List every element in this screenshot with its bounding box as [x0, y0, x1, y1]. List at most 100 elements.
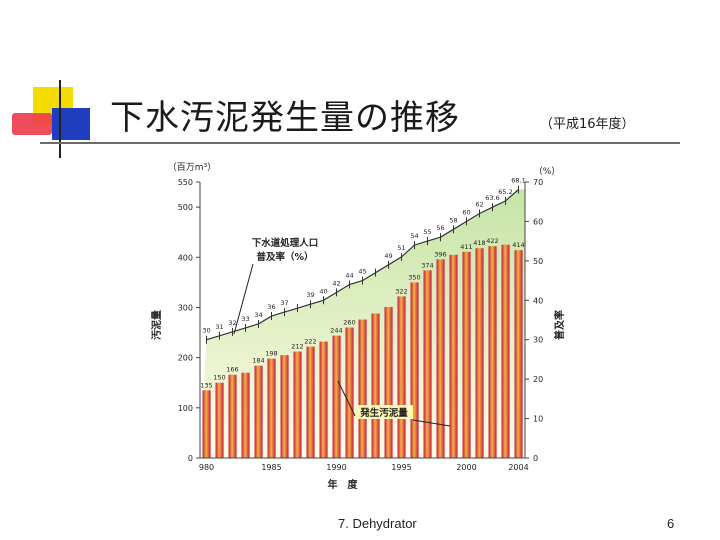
right-tick-label: 0 [533, 454, 538, 463]
bar-value-label: 396 [434, 250, 446, 258]
sludge-bar [280, 355, 289, 458]
bar-value-label: 422 [486, 237, 498, 245]
coverage-value-label: 42 [332, 279, 340, 287]
page-number: 6 [667, 516, 675, 531]
sludge-bar [436, 259, 445, 458]
right-tick-label: 40 [533, 296, 543, 305]
coverage-value-label: 56 [436, 224, 444, 232]
left-tick-label: 400 [178, 253, 193, 262]
coverage-value-label: 31 [215, 323, 223, 331]
sludge-bar [319, 341, 328, 458]
coverage-value-label: 39 [306, 291, 314, 299]
right-tick-label: 70 [533, 178, 543, 187]
right-unit-label: （%） [534, 166, 561, 177]
sludge-bar [254, 365, 263, 458]
slide-title: 下水汚泥発生量の推移 [110, 98, 460, 138]
left-tick-label: 200 [178, 354, 193, 363]
sludge-bar [397, 296, 406, 458]
x-tick-label: 1990 [326, 463, 346, 472]
x-axis-label: 年 度 [328, 478, 359, 491]
coverage-value-label: 44 [345, 272, 353, 280]
bar-value-label: 212 [291, 343, 303, 351]
left-axis-label: 汚泥量 [150, 310, 163, 340]
coverage-value-label: 62 [475, 201, 483, 209]
sludge-bar [475, 248, 484, 458]
sludge-bar [228, 374, 237, 458]
bar-value-label: 260 [343, 319, 355, 327]
right-tick-label: 20 [533, 375, 543, 384]
sludge-bar [215, 382, 224, 458]
sludge-bar [462, 251, 471, 458]
bar-value-label: 411 [460, 243, 472, 251]
coverage-value-label: 54 [410, 232, 418, 240]
left-tick-label: 0 [188, 454, 193, 463]
bar-value-label: 418 [473, 239, 485, 247]
annotation-coverage-leader [233, 263, 254, 335]
annotation-sludge-tail [412, 419, 451, 427]
bar-value-label: 150 [213, 374, 225, 382]
x-tick-label: 2004 [508, 463, 528, 472]
deco-red-square [12, 113, 52, 135]
coverage-value-label: 34 [254, 311, 262, 319]
coverage-value-label: 51 [397, 244, 405, 252]
left-tick-label: 100 [178, 404, 193, 413]
sludge-bar [241, 372, 250, 458]
left-tick-label: 500 [178, 203, 193, 212]
coverage-value-label: 65.2 [498, 188, 512, 196]
sludge-bar [358, 319, 367, 458]
left-tick-label: 550 [178, 178, 193, 187]
x-tick-label: 980 [199, 463, 214, 472]
left-unit-label: （百万m³） [168, 162, 216, 173]
sludge-bar [267, 358, 276, 458]
sludge-bar [384, 307, 393, 458]
coverage-value-label: 55 [423, 228, 431, 236]
coverage-value-label: 36 [267, 303, 275, 311]
annotation-coverage-line2: 普及率（%） [256, 251, 313, 263]
bar-value-label: 166 [226, 366, 238, 374]
bar-value-label: 244 [330, 327, 342, 335]
coverage-value-label: 32 [228, 319, 236, 327]
bar-value-label: 184 [252, 357, 264, 365]
sludge-bar [423, 270, 432, 458]
left-tick-label: 300 [178, 303, 193, 312]
footer-label: 7. Dehydrator [338, 516, 417, 531]
bar-value-label: 135 [200, 381, 212, 389]
bar-value-label: 198 [265, 350, 277, 358]
sludge-bar [332, 335, 341, 458]
coverage-value-label: 33 [241, 315, 249, 323]
x-tick-label: 1985 [261, 463, 281, 472]
deco-vertical-rule [59, 80, 61, 158]
coverage-value-label: 60 [462, 208, 470, 216]
sludge-bar [501, 244, 510, 458]
annotation-sludge-bg [355, 405, 413, 419]
right-axis-label: 普及率 [553, 310, 566, 340]
sludge-bar [345, 327, 354, 458]
bar-value-label: 414 [512, 241, 524, 249]
deco-blue-square [52, 108, 90, 140]
right-tick-label: 60 [533, 217, 543, 226]
coverage-value-label: 58 [449, 216, 457, 224]
annotation-coverage-line1: 下水道処理人口 [252, 237, 319, 249]
coverage-value-label: 30 [202, 327, 210, 335]
coverage-value-label: 45 [358, 268, 366, 276]
right-tick-label: 30 [533, 336, 543, 345]
right-tick-label: 10 [533, 415, 543, 424]
bar-value-label: 374 [421, 261, 433, 269]
coverage-value-label: 68.1 [511, 176, 525, 184]
sludge-bar [488, 246, 497, 458]
slide-subtitle: （平成16年度） [540, 117, 635, 132]
coverage-value-label: 49 [384, 252, 392, 260]
annotation-sludge-leader [337, 380, 356, 417]
sludge-bar [449, 254, 458, 458]
bar-value-label: 222 [304, 338, 316, 346]
bar-value-label: 350 [408, 273, 420, 281]
annotation-sludge-label: 発生汚泥量 [359, 407, 408, 419]
sludge-bar [202, 390, 211, 458]
coverage-value-label: 37 [280, 299, 288, 307]
coverage-value-label: 63.6 [485, 194, 499, 202]
title-rule [40, 142, 680, 144]
x-tick-label: 1995 [391, 463, 411, 472]
coverage-value-label: 40 [319, 287, 327, 295]
x-tick-label: 2000 [456, 463, 476, 472]
